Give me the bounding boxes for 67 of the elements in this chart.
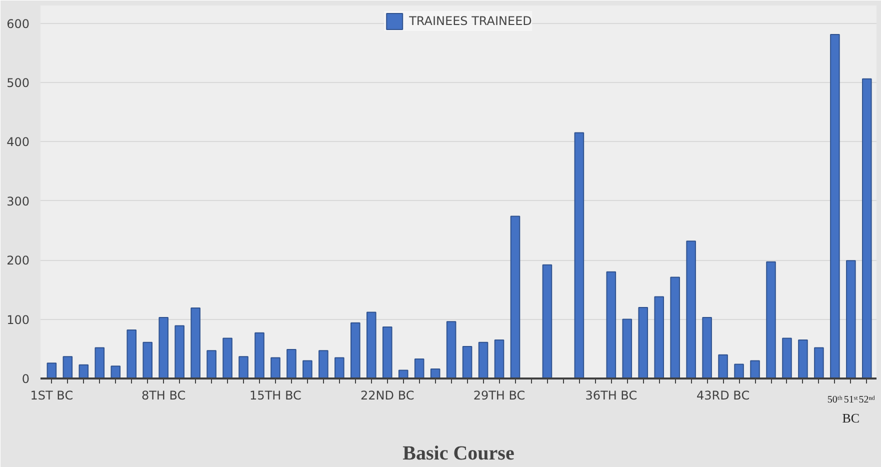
- bar: [302, 360, 312, 378]
- bar: [318, 350, 328, 378]
- bar: [462, 346, 472, 378]
- y-tick-label: 100: [6, 312, 30, 327]
- bar: [190, 308, 200, 378]
- bar: [446, 321, 456, 378]
- bar: [702, 317, 712, 378]
- bar: [382, 326, 392, 378]
- y-tick-label: 0: [22, 372, 30, 386]
- bar: [46, 362, 57, 378]
- bar: [606, 271, 616, 378]
- x-tick-label: 8TH BC: [141, 388, 186, 402]
- x-tick-label: 50ᵗʰ: [827, 394, 844, 406]
- bar: [270, 357, 280, 378]
- bar: [142, 342, 152, 378]
- y-tick-label: 400: [6, 135, 30, 150]
- x-axis-title: Basic Course: [402, 442, 514, 464]
- x-tick-label: 43RD BC: [696, 388, 750, 402]
- bar: [350, 322, 360, 378]
- bar: [686, 240, 696, 378]
- x-tick-label: 36TH BC: [585, 388, 638, 402]
- bar: [494, 340, 504, 378]
- bar: [750, 360, 760, 378]
- x-tick-label: 51ˢᵗ: [844, 394, 858, 406]
- bar: [574, 132, 584, 378]
- bar: [78, 364, 89, 378]
- bar: [334, 357, 344, 378]
- bar: [734, 364, 744, 378]
- x-tick-label: 29TH BC: [473, 388, 526, 402]
- bar: [94, 347, 105, 378]
- bar: [862, 78, 872, 378]
- bar: [206, 350, 216, 378]
- bar: [174, 325, 184, 378]
- bar: [798, 340, 808, 378]
- bar: [366, 312, 376, 378]
- bar: [638, 306, 648, 378]
- text: BC: [842, 410, 860, 426]
- bar: [222, 338, 232, 378]
- bar: [718, 354, 728, 378]
- y-tick-label: 200: [6, 254, 30, 268]
- bar: [158, 317, 168, 378]
- bar: [478, 342, 488, 378]
- bar: [126, 329, 137, 378]
- bar: [510, 216, 520, 378]
- bar: [542, 264, 552, 378]
- x-tick-label: 52ⁿᵈ: [858, 394, 876, 406]
- bar: [414, 358, 424, 378]
- y-tick-label: 500: [6, 76, 30, 90]
- bar: [846, 260, 856, 378]
- legend-label: TRAINEES TRAINEED: [409, 14, 532, 28]
- x-tick-label: 1ST BC: [30, 388, 74, 402]
- bar: [766, 261, 776, 378]
- bar: [286, 348, 296, 378]
- bar: [254, 332, 264, 378]
- bar: [782, 338, 792, 378]
- x-tick-label: 15TH BC: [250, 388, 302, 402]
- bar: [670, 276, 680, 378]
- y-tick-label: 300: [6, 194, 30, 208]
- bar: [654, 296, 664, 378]
- bar: [622, 318, 632, 378]
- y-tick-label: 600: [6, 16, 30, 31]
- bar: [830, 34, 840, 378]
- bar: [62, 356, 73, 378]
- bar: [238, 356, 248, 378]
- bar: [110, 366, 121, 378]
- x-tick-label: 22ND BC: [360, 388, 414, 402]
- bar: [814, 347, 824, 378]
